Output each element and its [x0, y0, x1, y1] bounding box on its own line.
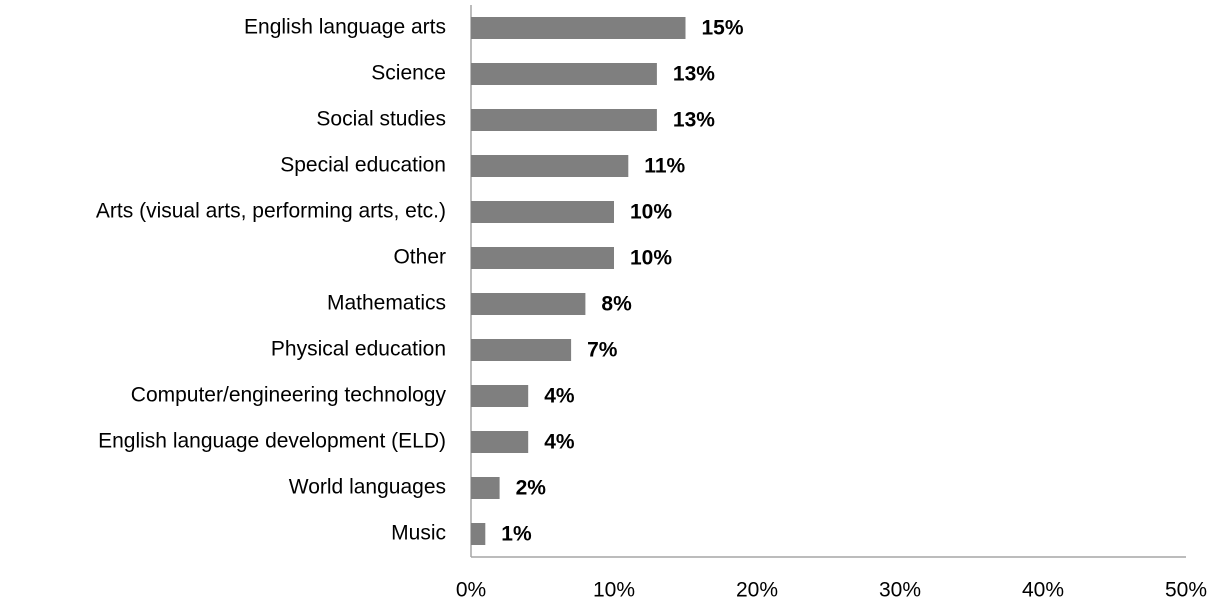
value-label: 7%: [587, 339, 618, 362]
bar: [471, 109, 657, 131]
y-tick-label: Arts (visual arts, performing arts, etc.…: [96, 200, 446, 223]
x-tick-label: 50%: [1165, 579, 1207, 602]
bar: [471, 17, 686, 39]
bar: [471, 385, 529, 407]
value-label: 1%: [501, 523, 532, 546]
value-label: 15%: [702, 17, 744, 40]
value-label: 13%: [673, 109, 715, 132]
y-tick-label: Social studies: [316, 108, 446, 131]
value-label: 8%: [601, 293, 632, 316]
y-tick-label: World languages: [289, 476, 446, 499]
value-label: 2%: [516, 477, 547, 500]
x-tick-label: 30%: [879, 579, 921, 602]
bar: [471, 477, 500, 499]
y-tick-label: Science: [371, 62, 446, 85]
x-tick-label: 10%: [593, 579, 635, 602]
value-label: 13%: [673, 63, 715, 86]
y-tick-label: Physical education: [271, 338, 446, 361]
y-tick-label: Other: [393, 246, 446, 269]
value-label: 10%: [630, 247, 672, 270]
bar: [471, 523, 486, 545]
value-label: 10%: [630, 201, 672, 224]
bar: [471, 155, 629, 177]
value-label: 11%: [644, 155, 685, 178]
value-label: 4%: [544, 385, 575, 408]
bar: [471, 201, 614, 223]
value-label: 4%: [544, 431, 575, 454]
bar: [471, 431, 529, 453]
bar: [471, 247, 614, 269]
x-tick-label: 20%: [736, 579, 778, 602]
bar: [471, 63, 657, 85]
x-tick-label: 40%: [1022, 579, 1064, 602]
x-tick-label: 0%: [456, 579, 486, 602]
bar: [471, 293, 586, 315]
y-tick-label: English language development (ELD): [98, 430, 446, 453]
y-tick-label: Computer/engineering technology: [131, 384, 447, 407]
y-tick-label: Music: [391, 522, 446, 545]
y-tick-label: English language arts: [244, 16, 446, 39]
bar: [471, 339, 572, 361]
y-tick-label: Mathematics: [327, 292, 446, 315]
y-tick-label: Special education: [280, 154, 446, 177]
